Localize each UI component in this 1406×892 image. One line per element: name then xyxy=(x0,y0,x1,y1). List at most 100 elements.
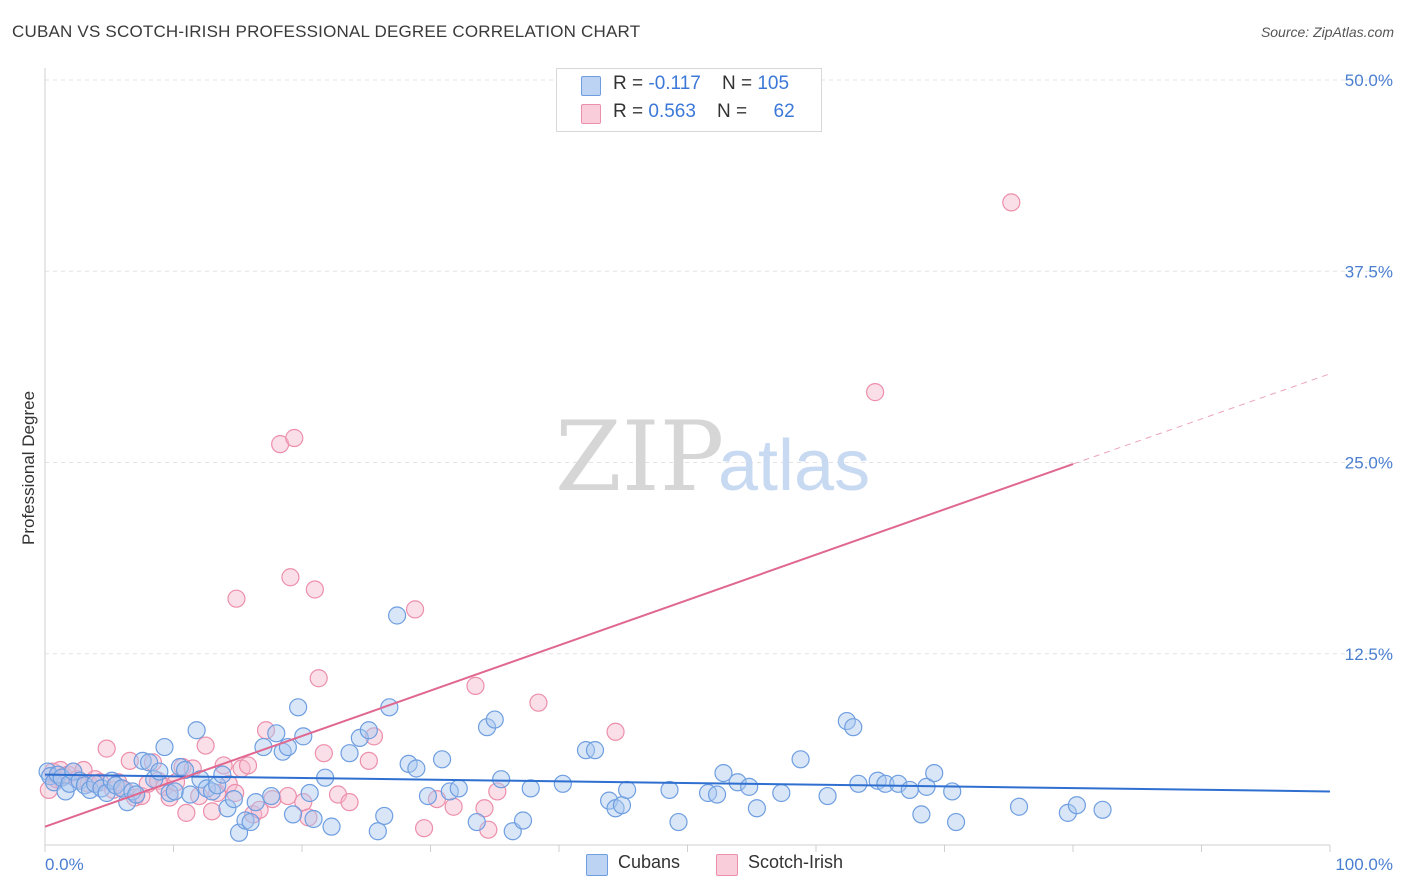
cubans-point xyxy=(714,763,733,783)
scotch-irish-point xyxy=(475,799,494,818)
cubans-legend-swatch xyxy=(586,854,608,876)
scotch-irish-point xyxy=(278,786,297,806)
cubans-point xyxy=(340,744,359,763)
x-tick-label: 0.0% xyxy=(45,855,84,874)
scotch-irish-point xyxy=(196,736,215,755)
cubans-point xyxy=(449,779,468,798)
legend-r-value: -0.117 xyxy=(648,73,701,94)
cubans-point xyxy=(513,811,533,830)
cubans-point xyxy=(618,780,637,800)
scotch-irish-trend-line xyxy=(44,463,1074,828)
scotch-irish-point xyxy=(285,428,304,448)
cubans-point xyxy=(844,718,863,737)
cubans-point xyxy=(612,796,632,815)
cubans-point xyxy=(181,785,200,804)
scotch-irish-point xyxy=(405,600,425,619)
scotch-irish-point xyxy=(202,802,222,821)
cubans-point xyxy=(213,765,232,784)
cubans-point xyxy=(139,753,159,772)
trend-lines xyxy=(44,373,1331,828)
cubans-point xyxy=(467,812,486,832)
cubans-point xyxy=(267,724,286,743)
scotch-irish-point xyxy=(866,383,885,402)
cubans-point xyxy=(1067,796,1086,815)
chart-title: CUBAN VS SCOTCH-IRISH PROFESSIONAL DEGRE… xyxy=(12,22,641,41)
scotch-irish-point xyxy=(340,793,359,812)
cubans-point xyxy=(1093,800,1112,819)
legend-row-cubans: R = -0.117 N = 105 xyxy=(557,73,821,99)
cubans-point xyxy=(418,786,438,806)
y-tick-label: 25.0% xyxy=(1345,454,1393,473)
cubans-point xyxy=(492,770,511,789)
cubans-point xyxy=(876,774,895,793)
legend-n-value: 105 xyxy=(757,73,790,94)
legend-r-label: R = xyxy=(613,73,649,94)
x-tick-label: 100.0% xyxy=(1335,855,1393,874)
scotch-irish-point xyxy=(227,589,246,608)
cubans-point xyxy=(669,812,688,832)
cubans-trend-line xyxy=(44,773,1331,793)
cubans-point xyxy=(485,710,504,729)
cubans-point xyxy=(165,782,184,801)
cubans-point xyxy=(521,779,540,798)
cubans-point xyxy=(772,783,791,803)
cubans-point xyxy=(740,777,759,796)
cubans-point xyxy=(322,817,341,836)
cubans-point xyxy=(889,774,908,793)
cubans-point xyxy=(359,721,378,740)
watermark-zip: ZIP xyxy=(555,401,724,513)
cubans-point xyxy=(477,718,497,737)
legend-n-label: N = xyxy=(717,101,753,122)
scotch-irish-point xyxy=(529,693,548,712)
scotch-irish-swatch xyxy=(581,104,601,124)
legend-r-label: R = xyxy=(613,101,649,122)
legend-r-value: 0.563 xyxy=(648,101,696,122)
watermark: ZIP atlas xyxy=(555,401,870,513)
scotch-irish-legend-swatch xyxy=(716,854,738,876)
scotch-irish-point xyxy=(466,676,485,695)
legend-scotch-irish-text: R = 0.563 N = 62 xyxy=(613,101,795,123)
source-label: Source: ZipAtlas.com xyxy=(1260,24,1394,40)
cubans-point xyxy=(283,805,303,824)
cubans-point xyxy=(387,606,407,625)
cubans-point xyxy=(289,698,308,717)
scotch-irish-point xyxy=(309,669,328,688)
legend-row-scotch-irish: R = 0.563 N = 62 xyxy=(557,101,821,127)
cubans-point xyxy=(246,793,265,812)
cubans-point xyxy=(791,750,810,769)
cubans-point xyxy=(368,822,387,841)
cubans-point xyxy=(707,785,727,804)
cubans-point xyxy=(660,780,679,800)
axes xyxy=(44,68,1331,852)
scotch-irish-point xyxy=(97,739,116,758)
scotch-irish-point xyxy=(177,803,196,822)
scotch-irish-point xyxy=(305,580,324,599)
cubans-point xyxy=(175,760,195,780)
y-tick-label: 50.0% xyxy=(1345,71,1393,90)
scotch-irish-point xyxy=(281,568,300,587)
cubans-point xyxy=(900,780,919,800)
cubans-point xyxy=(1009,797,1029,816)
scotch-irish-legend-label: Scotch-Irish xyxy=(748,852,844,872)
cubans-point xyxy=(849,774,868,793)
watermark-atlas: atlas xyxy=(718,426,870,506)
cubans-point xyxy=(155,737,174,757)
y-tick-label: 37.5% xyxy=(1345,262,1393,281)
scotch-irish-point xyxy=(226,783,245,803)
cubans-point xyxy=(187,721,206,740)
cubans-point xyxy=(432,750,452,769)
legend-n-value: 62 xyxy=(773,101,795,122)
cubans-point xyxy=(925,763,944,783)
cubans-swatch xyxy=(581,76,601,96)
cubans-points xyxy=(38,606,1112,842)
scotch-irish-point xyxy=(606,722,625,741)
cubans-point xyxy=(585,741,605,760)
cubans-point xyxy=(150,762,169,781)
y-tick-labels: 12.5% 25.0% 37.5% 50.0% xyxy=(1345,71,1393,664)
cubans-point xyxy=(553,774,572,793)
scotch-irish-point xyxy=(414,819,434,838)
scotch-irish-point xyxy=(238,756,258,775)
cubans-point xyxy=(304,809,323,829)
cubans-legend-label: Cubans xyxy=(618,852,681,872)
